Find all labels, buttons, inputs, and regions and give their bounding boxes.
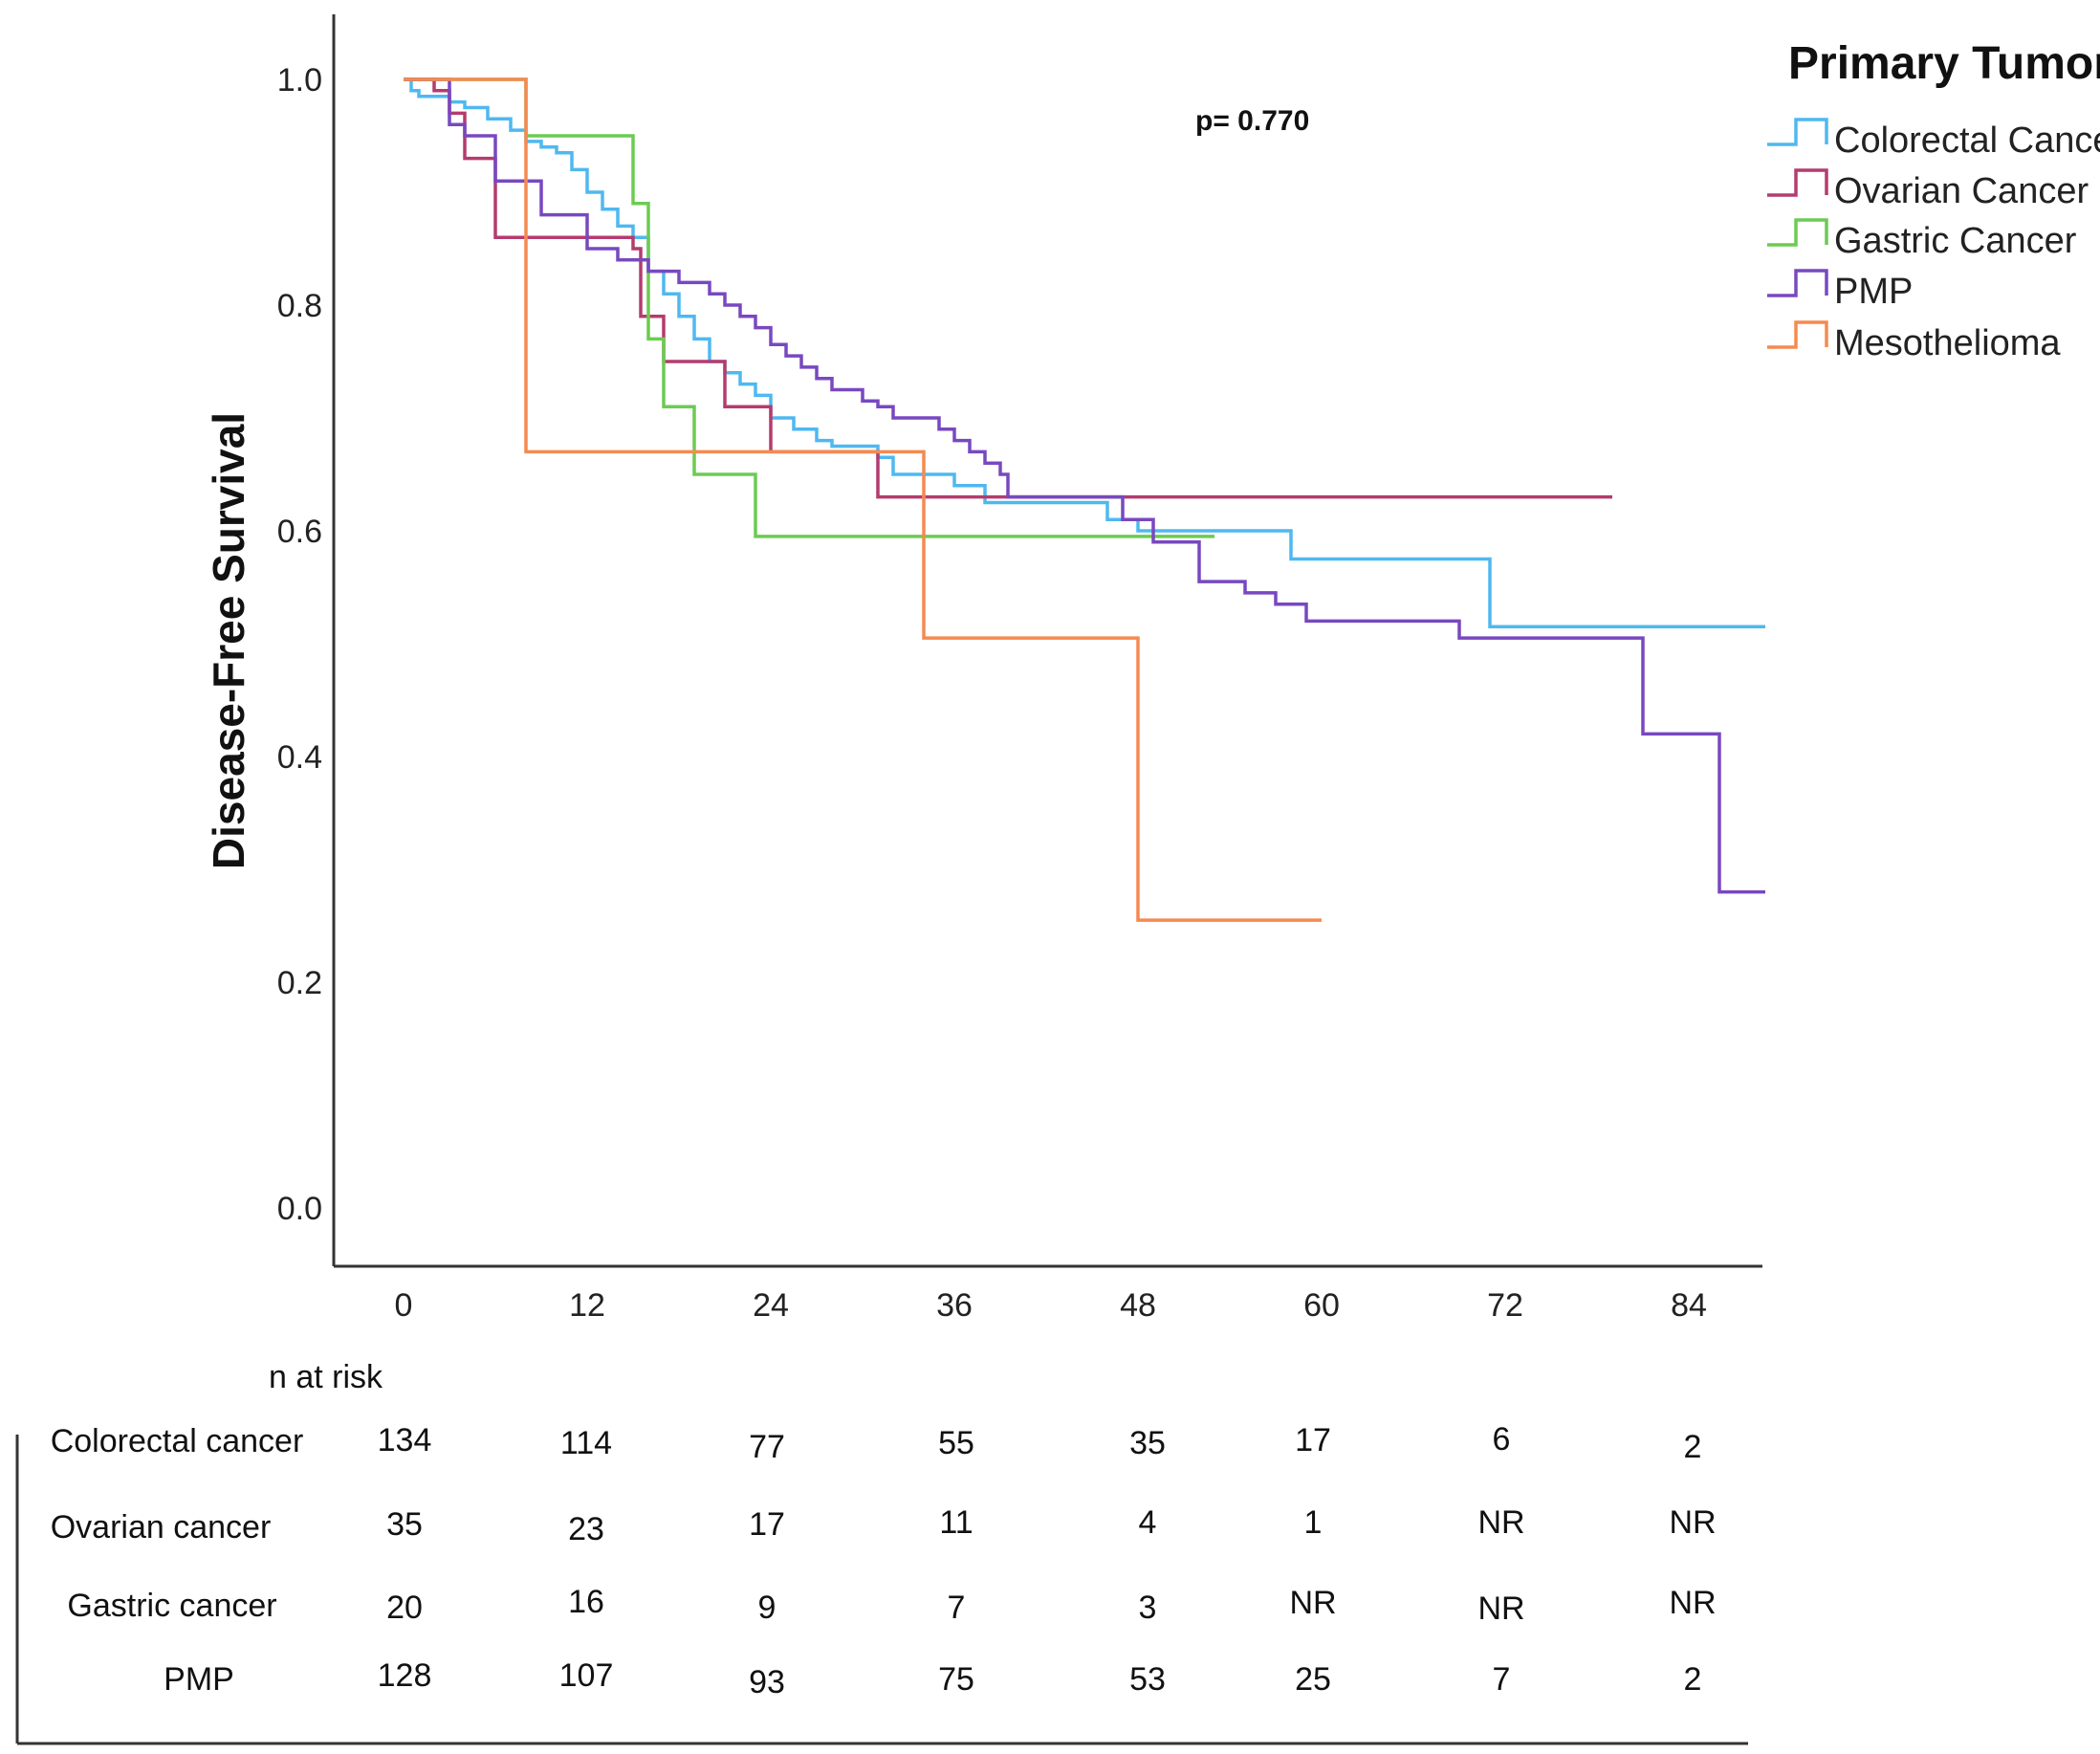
legend-swatch	[1767, 269, 1828, 297]
risk-table-row: Gastric cancer 20 16 9 7 3 NR NR NR	[67, 1584, 1716, 1627]
legend-item: Colorectal Cancer	[1767, 118, 2100, 161]
risk-cell: 23	[568, 1511, 604, 1547]
risk-cell: 16	[568, 1584, 604, 1620]
y-tick-labels: 0.0 0.2 0.4 0.6 0.8 1.0	[277, 62, 322, 1227]
risk-cell: 93	[749, 1664, 785, 1700]
risk-cell: 128	[378, 1657, 432, 1694]
legend-items: Colorectal Cancer Ovarian Cancer Gastric C…	[1767, 118, 2100, 363]
risk-table-row: PMP 128 107 93 75 53 25 7 2	[164, 1657, 1701, 1700]
risk-cell: 35	[386, 1506, 423, 1543]
legend: Primary Tumor Colorectal Cancer Ovarian C…	[1767, 38, 2100, 363]
series-line-colorectal-cancer	[404, 77, 1765, 629]
y-axis-title: Disease-Free Survival	[204, 412, 253, 869]
y-tick-label: 0.6	[277, 514, 322, 550]
risk-cell: 4	[1139, 1504, 1157, 1541]
risk-cell: 25	[1295, 1661, 1331, 1698]
x-tick-label: 24	[753, 1287, 789, 1324]
x-tick-label: 0	[395, 1287, 413, 1324]
legend-label: Mesothelioma	[1834, 323, 2061, 363]
risk-cell: 2	[1684, 1429, 1702, 1465]
risk-cell: 107	[559, 1657, 614, 1694]
risk-cell: 6	[1493, 1421, 1511, 1458]
risk-cell: 114	[560, 1425, 612, 1461]
legend-label: PMP	[1834, 272, 1913, 312]
legend-label: Gastric Cancer	[1834, 221, 2077, 261]
risk-table: n at risk Colorectal cancer 134 114 77 55 35 1…	[15, 1359, 1748, 1745]
risk-table-rows: Colorectal cancer 134 114 77 55 35 17 6 2Ovarian…	[51, 1421, 1717, 1700]
y-tick-label: 0.0	[277, 1191, 322, 1227]
y-tick-label: 0.2	[277, 965, 322, 1001]
x-tick-label: 84	[1671, 1287, 1707, 1324]
legend-swatch	[1767, 118, 1828, 146]
risk-cell: 7	[1493, 1661, 1511, 1698]
x-tick-label: 60	[1303, 1287, 1340, 1324]
risk-table-title: n at risk	[269, 1359, 383, 1395]
x-tick-label: 48	[1120, 1287, 1156, 1324]
x-tick-label: 12	[569, 1287, 605, 1324]
risk-cell: NR	[1477, 1590, 1524, 1627]
risk-row-label: Gastric cancer	[67, 1588, 276, 1624]
risk-cell: 7	[948, 1590, 966, 1626]
p-value-annotation: p= 0.770	[1195, 105, 1309, 137]
y-tick-label: 0.8	[277, 288, 322, 324]
risk-row-label: PMP	[164, 1661, 234, 1698]
series-line-pmp	[404, 77, 1765, 894]
legend-label: Ovarian Cancer	[1834, 171, 2089, 211]
x-tick-label: 72	[1487, 1287, 1523, 1324]
x-tick-labels: 0 12 24 36 48 60 72 84	[395, 1287, 1707, 1324]
series-line-mesothelioma	[404, 77, 1322, 922]
legend-label: Colorectal Cancer	[1834, 121, 2100, 161]
risk-cell: 134	[378, 1422, 432, 1458]
risk-cell: NR	[1669, 1585, 1716, 1621]
risk-table-row: Ovarian cancer 35 23 17 11 4 1 NR NR	[51, 1504, 1717, 1547]
legend-item: Mesothelioma	[1767, 320, 2061, 363]
survival-curves	[404, 77, 1765, 922]
legend-swatch	[1767, 168, 1828, 197]
risk-cell: 9	[758, 1590, 777, 1626]
risk-cell: 77	[749, 1429, 785, 1465]
risk-cell: 11	[939, 1504, 973, 1541]
risk-cell: NR	[1289, 1585, 1336, 1621]
risk-cell: 75	[938, 1661, 974, 1698]
x-tick-label: 36	[936, 1287, 973, 1324]
risk-row-label: Colorectal cancer	[51, 1423, 304, 1459]
risk-cell: NR	[1477, 1504, 1524, 1541]
risk-cell: 3	[1139, 1590, 1157, 1626]
risk-cell: 35	[1129, 1425, 1166, 1461]
series-line-ovarian-cancer	[404, 77, 1612, 499]
risk-table-row: Colorectal cancer 134 114 77 55 35 17 6 2	[51, 1421, 1702, 1465]
legend-swatch	[1767, 218, 1828, 247]
legend-item: Ovarian Cancer	[1767, 168, 2089, 211]
risk-cell: 17	[1295, 1422, 1331, 1458]
risk-cell: 2	[1684, 1661, 1702, 1698]
risk-cell: 53	[1129, 1661, 1166, 1698]
legend-title: Primary Tumor	[1788, 38, 2100, 89]
legend-item: PMP	[1767, 269, 1913, 312]
risk-cell: 17	[749, 1506, 785, 1543]
risk-row-label: Ovarian cancer	[51, 1509, 272, 1546]
series-line-gastric-cancer	[404, 77, 1214, 538]
y-tick-label: 0.4	[277, 739, 322, 776]
y-tick-label: 1.0	[277, 62, 322, 99]
legend-swatch	[1767, 320, 1828, 349]
risk-cell: 1	[1304, 1504, 1323, 1541]
risk-cell: 20	[386, 1590, 423, 1626]
legend-item: Gastric Cancer	[1767, 218, 2077, 261]
risk-cell: 55	[938, 1425, 974, 1461]
risk-cell: NR	[1669, 1504, 1716, 1541]
